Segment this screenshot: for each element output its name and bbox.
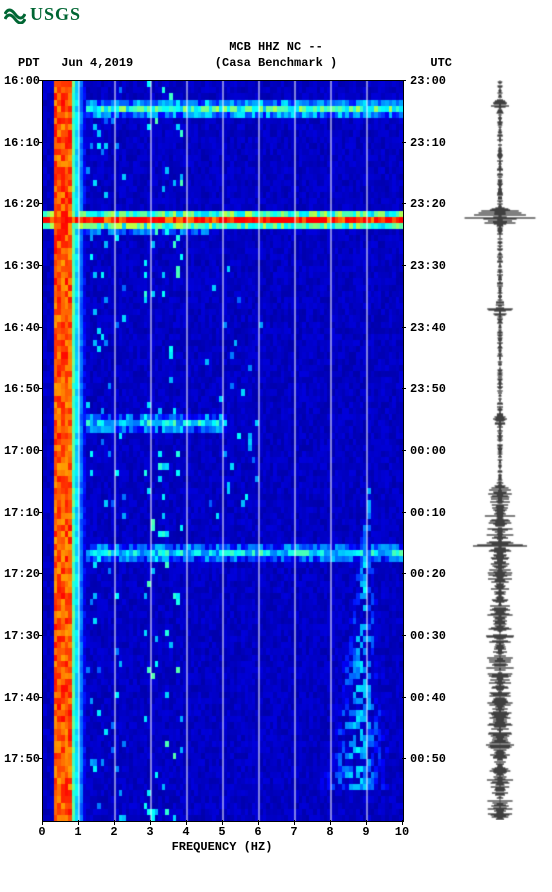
x-tick: 0 [32, 825, 52, 839]
y-tick-left: 17:20 [2, 567, 40, 581]
tick-mark [38, 203, 42, 204]
wave-icon [4, 6, 26, 24]
x-axis-label: FREQUENCY (HZ) [42, 840, 402, 854]
tick-mark [330, 820, 331, 825]
y-tick-right: 00:20 [410, 567, 460, 581]
x-tick: 8 [320, 825, 340, 839]
x-tick: 6 [248, 825, 268, 839]
tick-mark [38, 573, 42, 574]
y-tick-right: 00:30 [410, 629, 460, 643]
y-tick-right: 23:20 [410, 197, 460, 211]
date-label: Jun 4,2019 [61, 56, 133, 70]
y-tick-right: 23:10 [410, 136, 460, 150]
header-center: (Casa Benchmark ) [215, 56, 337, 70]
x-tick: 7 [284, 825, 304, 839]
y-tick-right: 00:00 [410, 444, 460, 458]
tick-mark [38, 327, 42, 328]
tick-mark [38, 450, 42, 451]
y-tick-right: 00:40 [410, 691, 460, 705]
tick-mark [114, 820, 115, 825]
plot-area: FREQUENCY (HZ) 16:0016:1016:2016:3016:40… [0, 80, 552, 880]
tick-mark [258, 820, 259, 825]
tick-mark [402, 142, 406, 143]
x-tick: 5 [212, 825, 232, 839]
y-tick-left: 16:20 [2, 197, 40, 211]
tick-mark [402, 80, 406, 81]
y-tick-left: 16:50 [2, 382, 40, 396]
tick-mark [402, 697, 406, 698]
logo-text: USGS [30, 4, 81, 25]
y-tick-left: 16:40 [2, 321, 40, 335]
tick-mark [38, 388, 42, 389]
x-tick: 2 [104, 825, 124, 839]
tick-mark [294, 820, 295, 825]
waveform-canvas [460, 80, 540, 820]
header-left: PDT Jun 4,2019 [18, 56, 133, 70]
tick-mark [186, 820, 187, 825]
tick-mark [402, 265, 406, 266]
spectrogram-canvas [42, 80, 404, 822]
y-tick-left: 17:00 [2, 444, 40, 458]
tick-mark [402, 758, 406, 759]
y-tick-right: 00:50 [410, 752, 460, 766]
tick-mark [38, 265, 42, 266]
y-tick-left: 17:50 [2, 752, 40, 766]
tick-mark [38, 80, 42, 81]
y-tick-left: 17:30 [2, 629, 40, 643]
x-tick: 10 [392, 825, 412, 839]
tick-mark [42, 820, 43, 825]
tick-mark [402, 327, 406, 328]
tick-mark [402, 635, 406, 636]
tick-mark [402, 203, 406, 204]
tick-mark [38, 758, 42, 759]
y-tick-left: 16:10 [2, 136, 40, 150]
y-tick-right: 00:10 [410, 506, 460, 520]
tick-mark [402, 512, 406, 513]
tick-mark [38, 635, 42, 636]
tick-mark [402, 388, 406, 389]
tick-mark [38, 512, 42, 513]
y-tick-left: 16:30 [2, 259, 40, 273]
pdt-label: PDT [18, 56, 40, 70]
y-tick-right: 23:00 [410, 74, 460, 88]
x-tick: 9 [356, 825, 376, 839]
tick-mark [38, 697, 42, 698]
header-right: UTC [430, 56, 452, 70]
tick-mark [78, 820, 79, 825]
y-tick-right: 23:40 [410, 321, 460, 335]
y-tick-left: 16:00 [2, 74, 40, 88]
tick-mark [402, 820, 403, 825]
tick-mark [366, 820, 367, 825]
tick-mark [222, 820, 223, 825]
tick-mark [402, 450, 406, 451]
x-tick: 4 [176, 825, 196, 839]
y-tick-right: 23:50 [410, 382, 460, 396]
y-tick-left: 17:10 [2, 506, 40, 520]
y-tick-right: 23:30 [410, 259, 460, 273]
x-tick: 1 [68, 825, 88, 839]
usgs-logo: USGS [4, 4, 81, 25]
tick-mark [402, 573, 406, 574]
x-tick: 3 [140, 825, 160, 839]
tick-mark [38, 142, 42, 143]
tick-mark [150, 820, 151, 825]
y-tick-left: 17:40 [2, 691, 40, 705]
station-line: MCB HHZ NC -- [0, 40, 552, 54]
